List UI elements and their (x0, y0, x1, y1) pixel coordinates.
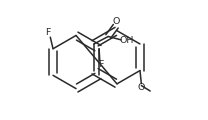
Text: O: O (113, 17, 120, 26)
Text: OH: OH (119, 36, 134, 45)
Text: F: F (98, 60, 103, 69)
Text: O: O (138, 83, 145, 92)
Text: F: F (46, 28, 51, 37)
